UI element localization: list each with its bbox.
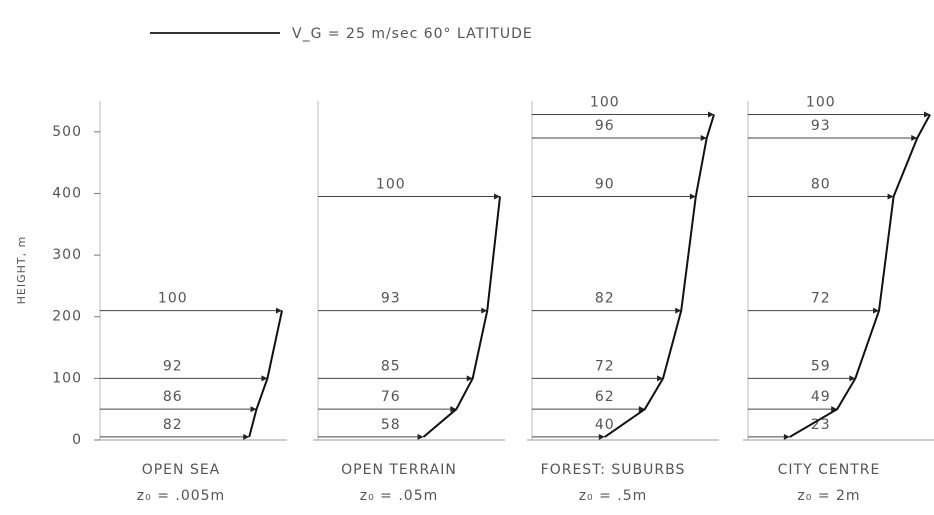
panel-subtitle: z₀ = .005m — [137, 488, 225, 504]
panel-title: FOREST: SUBURBS — [541, 462, 686, 478]
panel-title: OPEN TERRAIN — [341, 462, 457, 478]
arrow-label: 85 — [381, 358, 401, 374]
arrow-label: 100 — [806, 95, 836, 111]
arrow-label: 62 — [595, 389, 615, 405]
arrow-label: 82 — [595, 291, 615, 307]
y-tick-label: 100 — [52, 370, 82, 386]
y-tick-label: 500 — [52, 124, 82, 140]
arrow-label: 90 — [595, 177, 615, 193]
arrow-label: 93 — [381, 291, 401, 307]
y-tick-label: 300 — [52, 247, 82, 263]
arrow-label: 100 — [158, 291, 188, 307]
arrow-label: 92 — [163, 358, 183, 374]
arrow-label: 72 — [595, 358, 615, 374]
arrow-label: 59 — [811, 358, 831, 374]
panel-title: OPEN SEA — [142, 462, 221, 478]
profile-curve — [422, 196, 501, 438]
y-tick-label: 200 — [52, 309, 82, 325]
profile-curve — [248, 310, 283, 438]
y-tick-label: 0 — [72, 432, 82, 448]
profile-curve — [789, 114, 931, 438]
arrow-label: 80 — [811, 177, 831, 193]
profile-curve — [604, 114, 715, 438]
arrow-label: 86 — [163, 389, 183, 405]
panel-subtitle: z₀ = .5m — [579, 488, 648, 504]
panel-title: CITY CENTRE — [778, 462, 881, 478]
arrow-label: 40 — [595, 417, 615, 433]
arrow-label: 58 — [381, 417, 401, 433]
panel-subtitle: z₀ = .05m — [360, 488, 439, 504]
arrow-label: 72 — [811, 291, 831, 307]
panel-subtitle: z₀ = 2m — [797, 488, 860, 504]
y-tick-label: 400 — [52, 185, 82, 201]
arrow-label: 76 — [381, 389, 401, 405]
arrow-label: 96 — [595, 118, 615, 134]
arrow-label: 93 — [811, 118, 831, 134]
arrow-label: 82 — [163, 417, 183, 433]
legend-text: V_G = 25 m/sec 60° LATITUDE — [292, 26, 533, 42]
arrow-label: 100 — [590, 95, 620, 111]
arrow-label: 100 — [376, 177, 406, 193]
y-axis-label: HEIGHT, m — [15, 236, 28, 305]
arrow-label: 49 — [811, 389, 831, 405]
